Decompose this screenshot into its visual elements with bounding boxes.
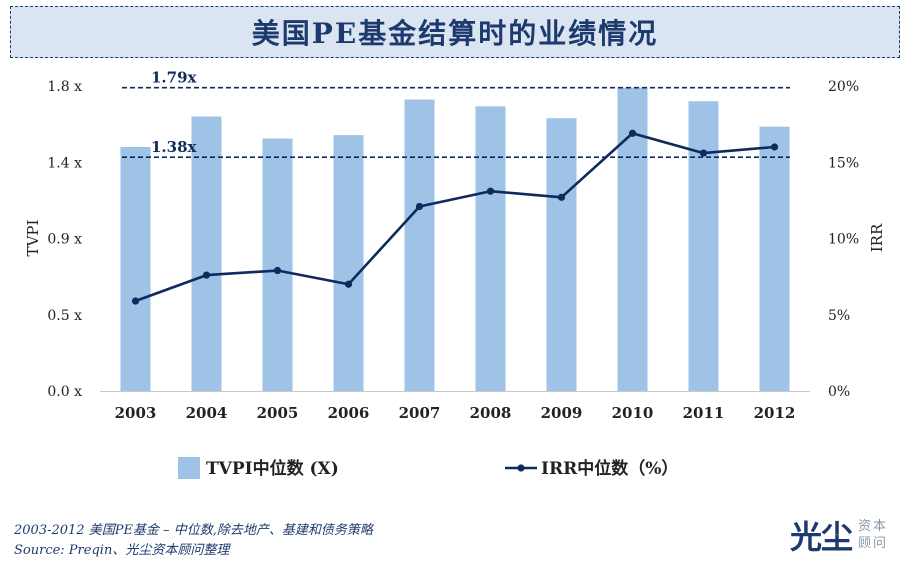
tvpi-bar [333,135,364,391]
tvpi-bar [262,138,293,391]
right-tick-label: 10% [828,232,859,248]
x-tick-label: 2004 [186,404,228,422]
tvpi-bar [404,99,435,392]
reference-line-label: 1.38x [151,138,198,156]
right-tick-label: 0% [828,384,850,400]
irr-point [344,280,353,288]
right-tick-label: 15% [828,155,859,171]
logo-sub-line1: 资本 [858,519,889,534]
legend-bar-label: TVPI中位数 (X) [206,458,339,479]
irr-point [486,187,495,195]
logo-main-text: 光尘 [790,518,853,556]
irr-point [415,202,424,211]
irr-point [557,193,566,201]
x-tick-label: 2005 [257,404,299,422]
irr-line-group [131,129,779,305]
irr-point [273,266,282,275]
left-tick-label: 0.5 x [47,308,82,324]
left-tick-label: 0.9 x [47,232,82,248]
brand-logo: 光尘 资本 顾问 [790,512,888,558]
tvpi-bar [120,147,151,391]
legend-group: TVPI中位数 (X) IRR中位数（%） [178,457,678,479]
logo-sub-line2: 顾问 [858,536,889,551]
irr-point [628,129,637,137]
legend-line-marker [517,464,525,472]
legend-bar-swatch [178,457,200,479]
title-banner: 美国PE基金结算时的业绩情况 [10,6,900,58]
axes-group: 0.0 x 0.5 x 0.9 x 1.4 x 1.8 x 0% 5% 10% 15% 20% TV… [24,79,886,422]
footnote-method: 2003-2012 美国PE基金 – 中位数,除去地产、基建和债务策略 [14,523,373,538]
x-tick-label: 2008 [470,404,512,422]
x-tick-label: 2003 [115,404,157,422]
x-tick-label: 2012 [754,404,796,422]
irr-point [202,271,211,279]
x-tick-label: 2011 [683,404,725,422]
x-tick-label: 2006 [328,404,370,422]
x-tick-label: 2010 [612,404,654,422]
footnote-source: Source: Preqin、光尘资本顾问整理 [14,543,230,558]
x-tick-label: 2009 [541,404,583,422]
irr-point [131,297,140,305]
irr-point [699,149,708,157]
x-tick-label: 2007 [399,404,441,422]
chart-title: 美国PE基金结算时的业绩情况 [251,17,659,50]
left-tick-label: 1.8 x [47,79,82,95]
tvpi-bar [475,106,506,391]
irr-line [135,131,775,303]
right-axis-title: IRR [868,223,886,252]
left-axis-title: TVPI [24,219,42,256]
irr-point [770,143,779,151]
right-tick-label: 20% [828,79,859,95]
reference-lines-group: 1.79x 1.38x [122,69,790,158]
logo-sub-text: 资本 顾问 [858,518,888,552]
chart: 1.79x 1.38x 0.0 x 0.5 x 0.9 x 1.4 x 1.8 x 0% 5%… [24,69,886,479]
left-tick-label: 0.0 x [47,384,82,400]
tvpi-bar [617,87,648,391]
bars-group [120,87,790,392]
tvpi-bar [759,126,790,392]
tvpi-bar [688,101,719,391]
left-tick-label: 1.4 x [47,155,82,171]
legend-line-label: IRR中位数（%） [541,458,678,479]
tvpi-bar [191,116,222,391]
reference-line-label: 1.79x [151,69,198,87]
right-tick-label: 5% [828,308,850,324]
tvpi-bar [546,118,577,391]
